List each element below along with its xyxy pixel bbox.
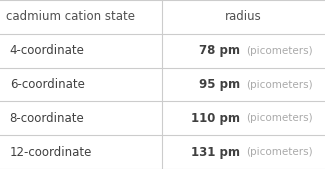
Text: 110 pm: 110 pm	[191, 112, 240, 125]
Text: 4-coordinate: 4-coordinate	[10, 44, 84, 57]
Text: 131 pm: 131 pm	[191, 146, 240, 159]
Text: radius: radius	[225, 10, 262, 23]
Text: (picometers): (picometers)	[246, 79, 313, 90]
Text: 6-coordinate: 6-coordinate	[10, 78, 84, 91]
Text: (picometers): (picometers)	[246, 113, 313, 123]
Text: cadmium cation state: cadmium cation state	[6, 10, 136, 23]
Text: (picometers): (picometers)	[246, 46, 313, 56]
Text: 8-coordinate: 8-coordinate	[10, 112, 84, 125]
Text: 12-coordinate: 12-coordinate	[10, 146, 92, 159]
Text: 78 pm: 78 pm	[199, 44, 240, 57]
Text: 95 pm: 95 pm	[199, 78, 240, 91]
Text: (picometers): (picometers)	[246, 147, 313, 157]
